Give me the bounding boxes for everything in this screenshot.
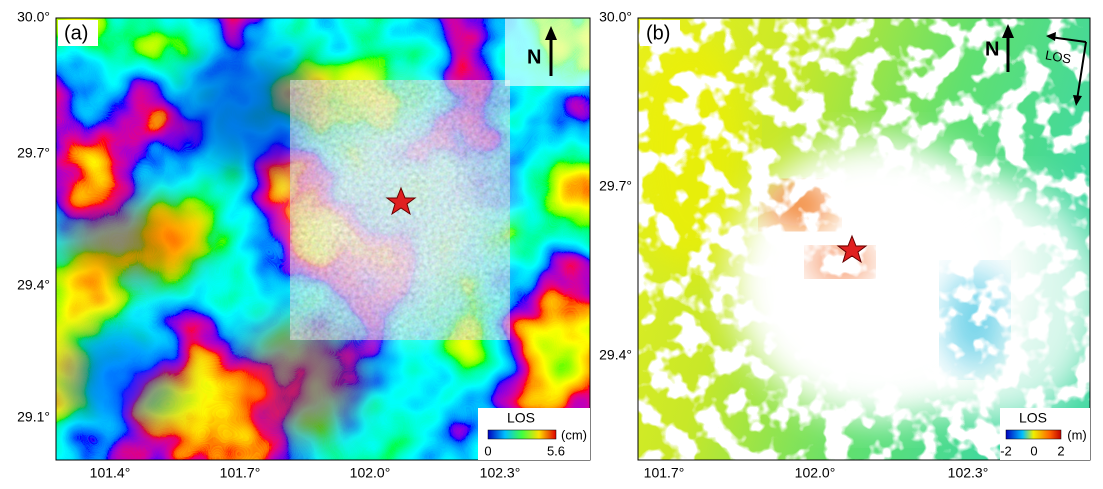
- panel-label: (a): [64, 22, 88, 44]
- figure: (a) N LOS (cm) 0 5.6 101.4° 101.7° 102.0…: [0, 0, 1103, 484]
- masked-pixels: [638, 18, 1090, 460]
- colorbar-tick: 5.6: [547, 443, 565, 458]
- x-axis: 101.4° 101.7° 102.0° 102.3°: [90, 465, 521, 481]
- x-tick-label: 102.3°: [948, 465, 989, 481]
- offset-map: [630, 18, 1100, 460]
- colorbar-tick: 0: [1030, 443, 1037, 458]
- y-tick-label: 29.4°: [599, 347, 632, 363]
- colorbar-tick: 2: [1057, 443, 1064, 458]
- north-label: N: [985, 38, 999, 60]
- x-tick-label: 102.0°: [795, 465, 836, 481]
- y-tick-label: 29.7°: [599, 178, 632, 194]
- y-axis: 30.0° 29.7° 29.4°: [599, 9, 632, 363]
- x-tick-label: 102.0°: [350, 465, 391, 481]
- north-box: [505, 18, 590, 86]
- y-tick-label: 29.7°: [17, 145, 50, 161]
- colorbar: [1006, 430, 1061, 439]
- decorrelation-noise: [290, 80, 510, 340]
- y-tick-label: 30.0°: [17, 9, 50, 25]
- x-tick-label: 102.3°: [480, 465, 521, 481]
- colorbar-unit: (m): [1067, 427, 1087, 442]
- colorbar: [488, 430, 556, 439]
- colorbar-tick: 0: [484, 443, 491, 458]
- panel-label: (b): [646, 22, 670, 44]
- x-tick-label: 101.7°: [644, 465, 685, 481]
- x-tick-label: 101.4°: [90, 465, 131, 481]
- colorbar-title: LOS: [507, 410, 535, 426]
- interferogram-map: [56, 18, 590, 460]
- colorbar-tick: -2: [1000, 443, 1012, 458]
- y-tick-label: 29.4°: [17, 277, 50, 293]
- y-tick-label: 30.0°: [599, 9, 632, 25]
- colorbar-title: LOS: [1019, 410, 1047, 426]
- y-tick-label: 29.1°: [17, 409, 50, 425]
- north-label: N: [527, 46, 541, 68]
- x-axis: 101.7° 102.0° 102.3°: [644, 465, 989, 481]
- x-tick-label: 101.7°: [220, 465, 261, 481]
- colorbar-unit: (cm): [561, 427, 587, 442]
- y-axis: 30.0° 29.7° 29.4° 29.1°: [17, 9, 50, 425]
